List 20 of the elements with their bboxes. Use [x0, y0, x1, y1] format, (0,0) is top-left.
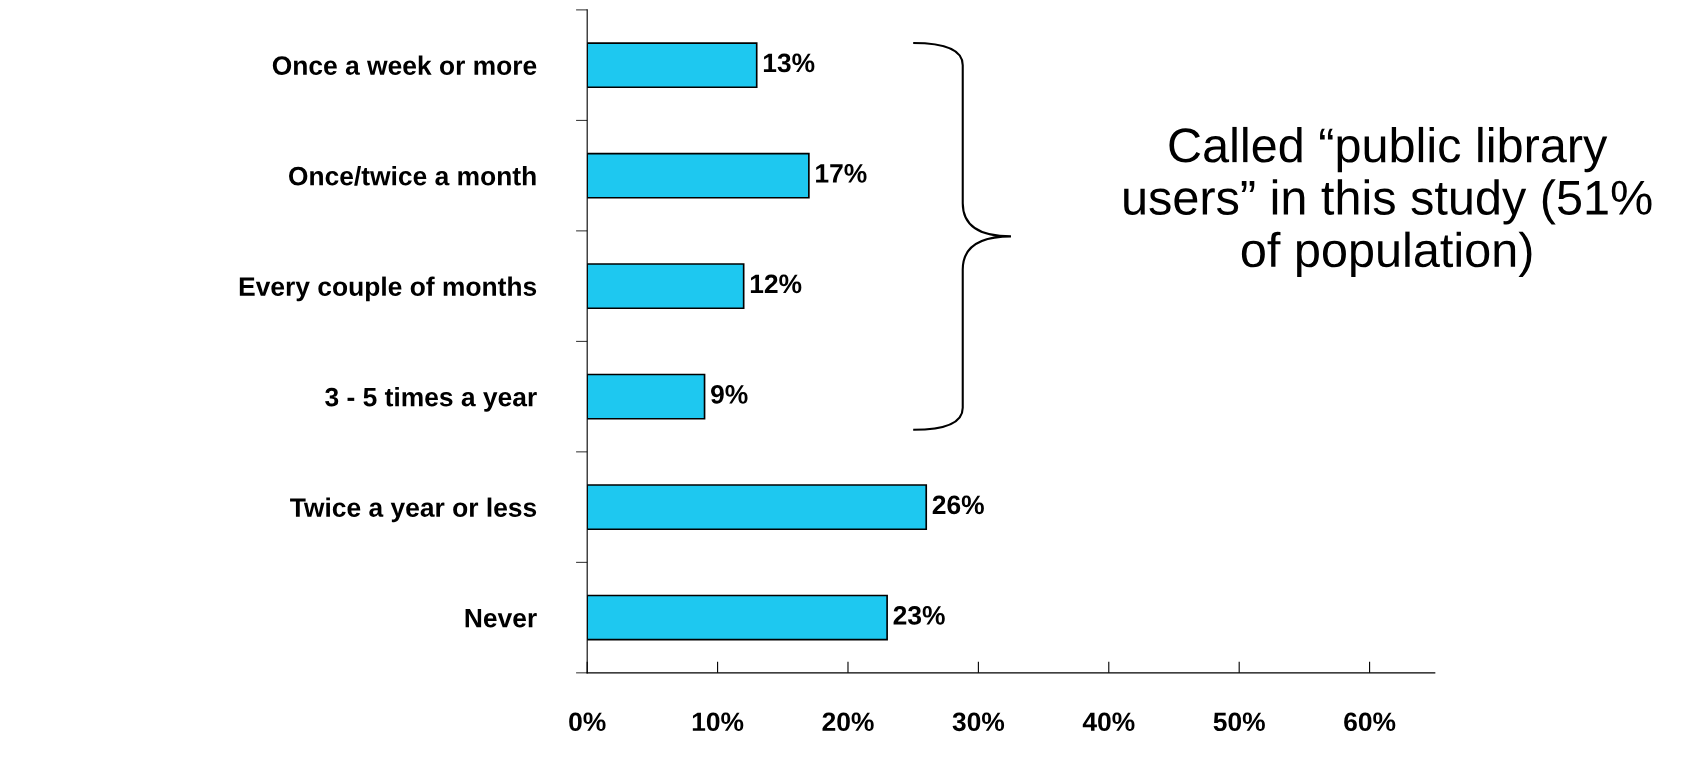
- y-tick-label: Every couple of months: [239, 276, 537, 302]
- data-label: 12%: [750, 274, 802, 294]
- x-tick-label: 0%: [569, 712, 606, 732]
- annotation: Called “public library users” in this study (51% of population): [1124, 126, 1652, 277]
- y-tick-label: Twice a year or less: [290, 497, 537, 523]
- x-tick-label: 30%: [952, 712, 1005, 732]
- data-label: 9%: [711, 385, 748, 404]
- data-label: 17%: [816, 164, 867, 183]
- x-tick-label: 50%: [1213, 712, 1265, 732]
- data-label: 13%: [763, 53, 815, 73]
- y-tick-label: 3 - 5 times a year: [325, 387, 537, 412]
- data-label: 23%: [893, 606, 945, 625]
- x-tick-label: 40%: [1082, 712, 1135, 732]
- x-tick-label: 10%: [692, 712, 744, 732]
- data-label: 26%: [932, 495, 984, 515]
- y-tick-label: Once/twice a month: [289, 166, 536, 186]
- y-tick-label: Once a week or more: [272, 55, 537, 75]
- x-tick-label: 20%: [822, 712, 874, 732]
- y-tick-label: Never: [465, 609, 537, 628]
- x-tick-label: 60%: [1344, 712, 1396, 732]
